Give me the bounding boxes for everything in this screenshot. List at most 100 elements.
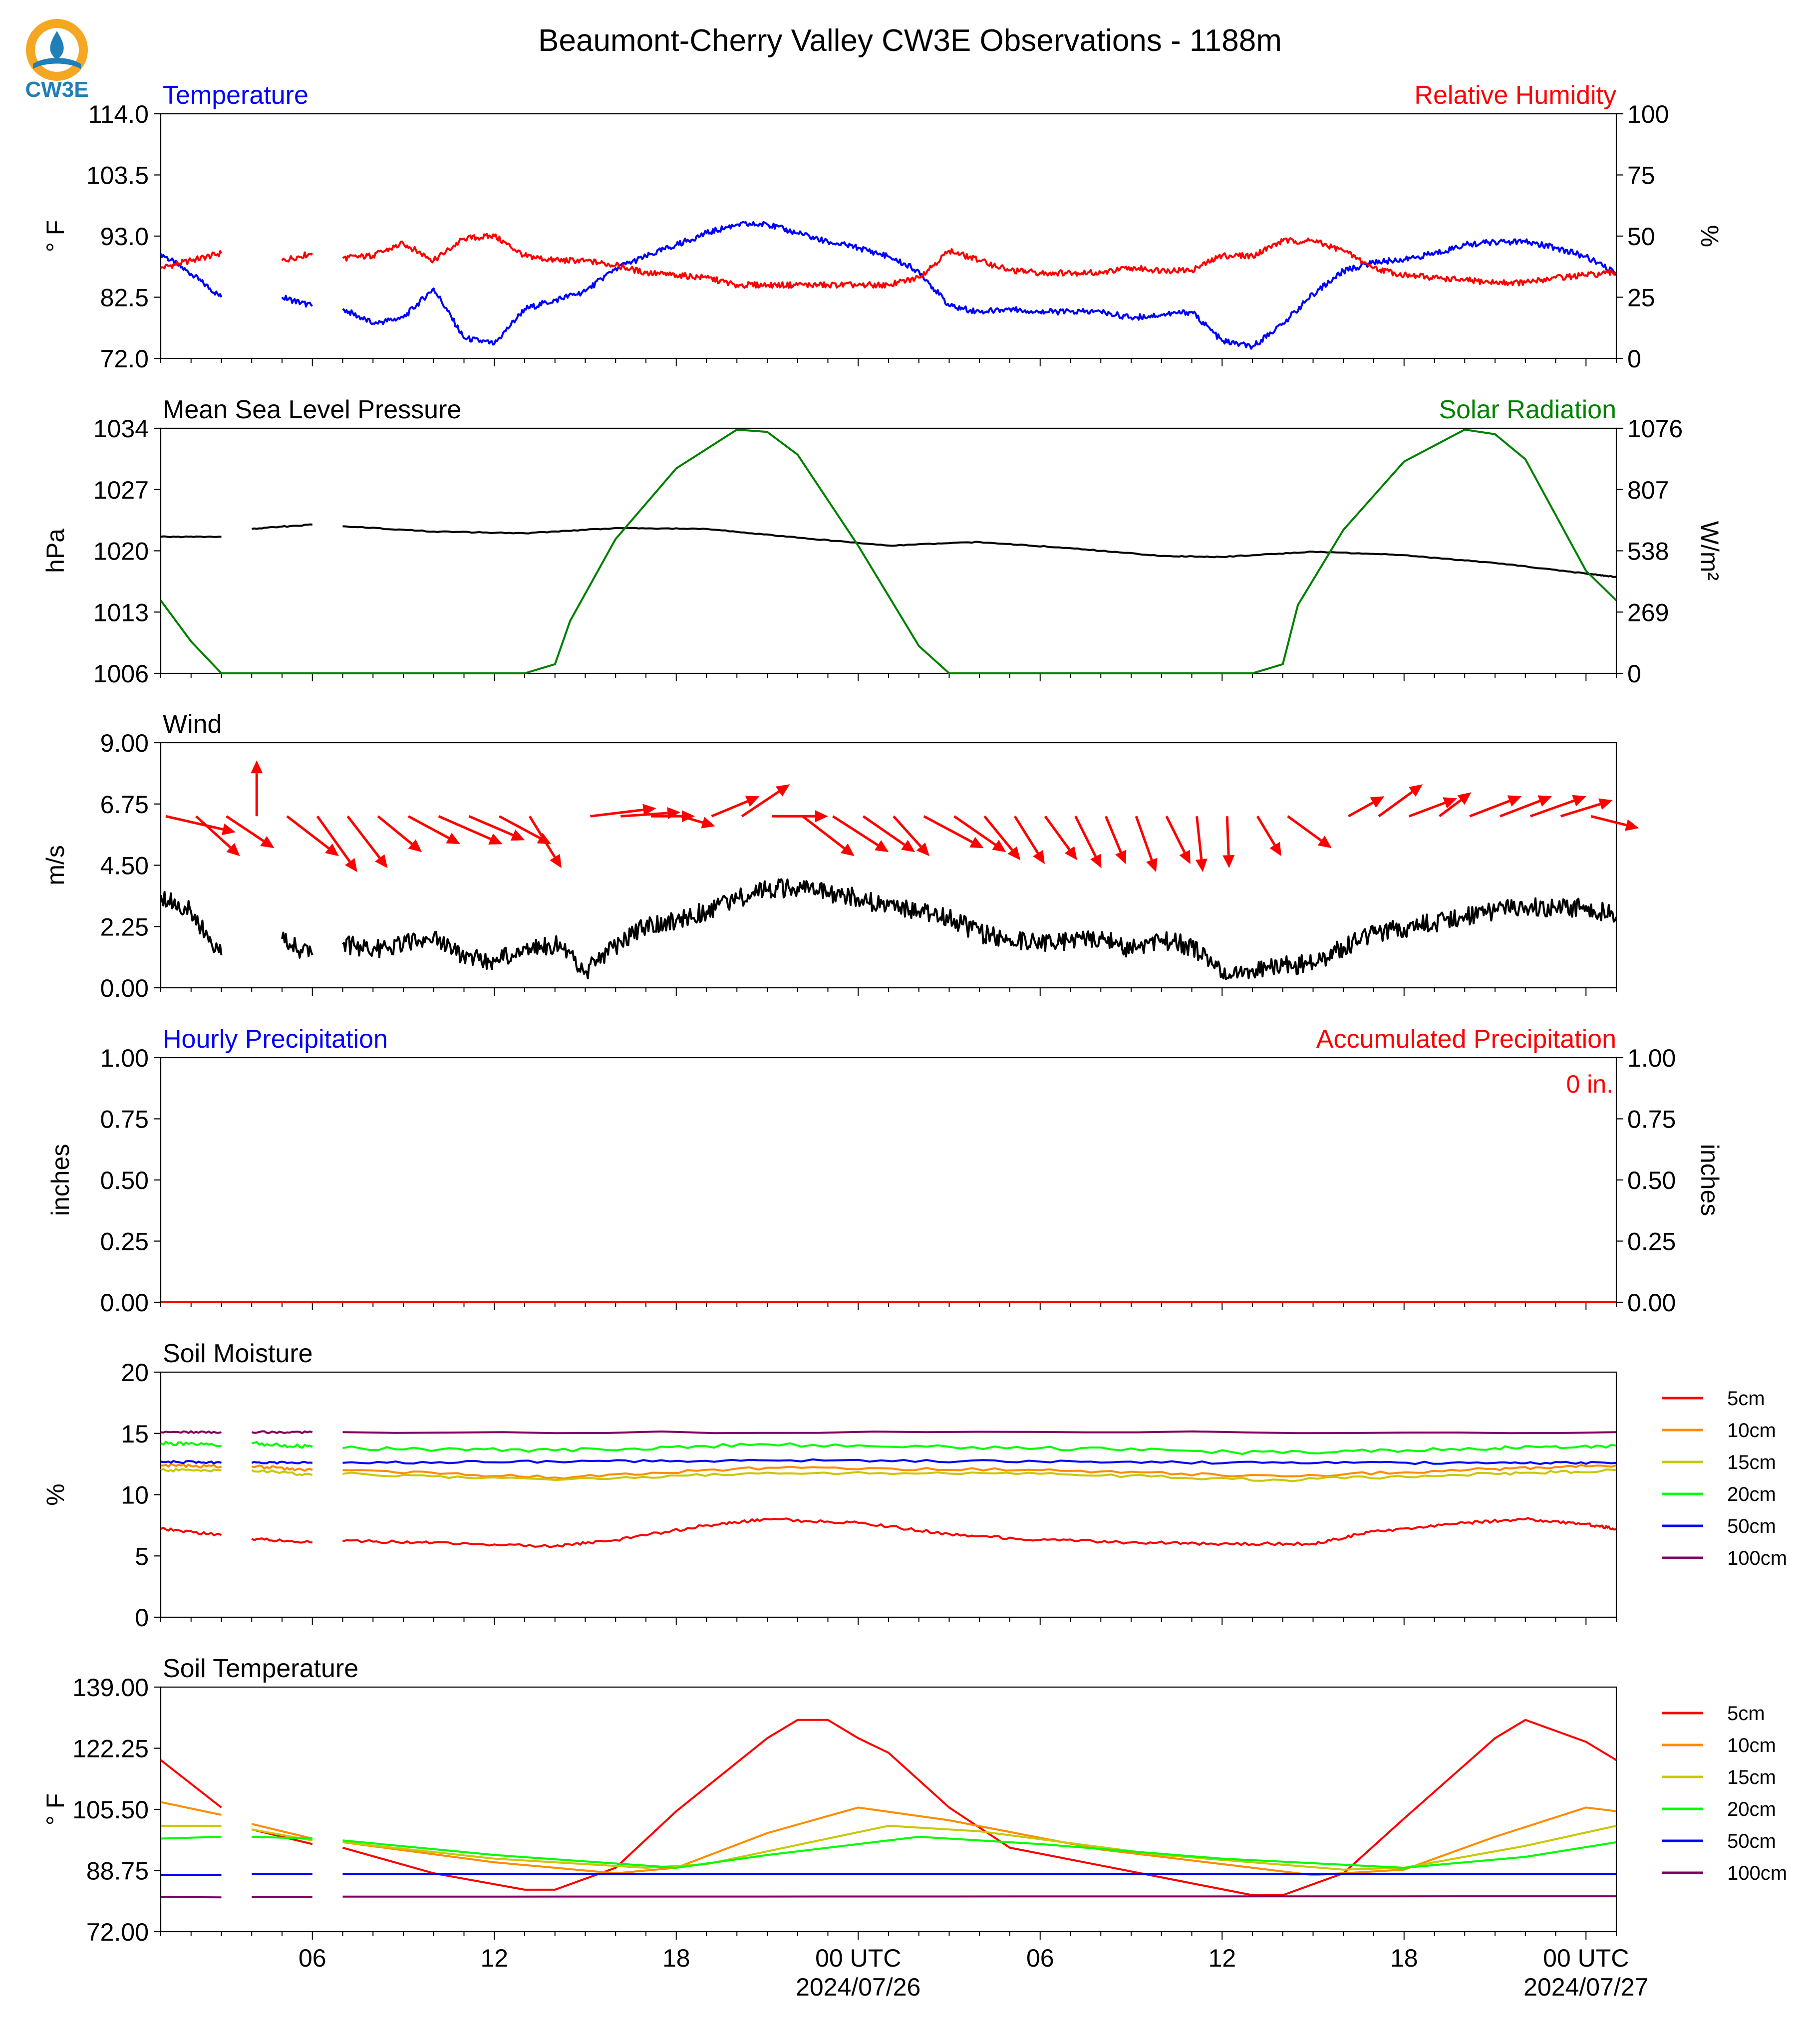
panel-wind: Wind 0.00 2.25 4.50 6.75 9.00 m/s — [41, 710, 1639, 1002]
y2-tick-label: 1076 — [1627, 415, 1683, 443]
legend-label: 20cm — [1727, 1483, 1776, 1505]
wind-arrow-head — [1195, 859, 1208, 872]
legend-label: 20cm — [1727, 1798, 1776, 1820]
wind-arrow-shaft — [832, 815, 879, 847]
chart-panels: Temperature Relative Humidity 72.0 82.5 93.0… — [41, 81, 1787, 1946]
wind-arrow-shaft — [1135, 816, 1153, 861]
wind-arrow — [862, 815, 915, 853]
wind-arrow — [226, 815, 275, 849]
y2-tick-label: 538 — [1627, 538, 1669, 566]
y-axis-label: ° F — [41, 1793, 69, 1825]
wind-arrow-head — [815, 810, 828, 823]
wind-arrow-head — [1115, 850, 1127, 865]
wind-arrow-shaft — [681, 815, 703, 824]
wind-arrow — [1074, 816, 1102, 869]
legend-label: 5cm — [1727, 1388, 1765, 1410]
wind-arrow-head — [969, 837, 984, 849]
wind-arrow-shaft — [1225, 816, 1230, 856]
wind-arrow-head — [344, 858, 357, 872]
series-line — [160, 221, 1617, 350]
wind-arrow-shaft — [528, 815, 556, 858]
y-tick-label: 1034 — [93, 415, 149, 443]
y2-tick-label: 269 — [1627, 598, 1669, 626]
wind-arrow-head — [916, 842, 929, 857]
panel-title-left: Temperature — [163, 81, 308, 110]
wind-arrow-shaft — [1287, 815, 1322, 842]
wind-arrow — [438, 815, 503, 845]
wind-arrow-shaft — [1469, 800, 1510, 818]
wind-arrow-head — [1146, 858, 1158, 872]
wind-arrow-head — [1179, 850, 1191, 865]
y2-tick-label: 75 — [1627, 162, 1655, 190]
wind-arrow — [251, 760, 263, 817]
wind-arrow-head — [642, 804, 656, 816]
legend-label: 10cm — [1727, 1735, 1776, 1756]
y2-axis-label: inches — [1696, 1144, 1724, 1216]
wind-arrow-shaft — [1013, 815, 1039, 854]
wind-arrow-shaft — [893, 815, 922, 848]
panel-title-left: Hourly Precipitation — [163, 1025, 388, 1054]
y-tick-label: 1013 — [93, 598, 149, 626]
wind-arrow-shaft — [711, 800, 748, 818]
wind-arrow-head — [1507, 795, 1522, 807]
wind-arrow-head — [446, 833, 460, 845]
series-line — [160, 523, 1617, 579]
wind-arrow — [528, 815, 562, 869]
wind-arrow — [772, 810, 828, 823]
wind-arrow-head — [488, 833, 503, 845]
series-line-50cm — [160, 1458, 1617, 1465]
y-tick-label: 2.25 — [100, 913, 149, 941]
series-line-5cm — [160, 1517, 1617, 1548]
wind-arrow-shaft — [377, 815, 413, 845]
wind-arrow-head — [510, 830, 525, 841]
legend-label: 10cm — [1727, 1420, 1776, 1442]
wind-arrow-shaft — [468, 815, 514, 837]
y-tick-label: 4.50 — [100, 852, 149, 880]
y2-tick-label: 0.00 — [1627, 1289, 1676, 1317]
y-tick-label: 0.25 — [100, 1228, 149, 1256]
y-tick-label: 1027 — [93, 476, 149, 504]
wind-arrow-head — [775, 784, 790, 797]
wind-arrow-shaft — [923, 815, 973, 844]
legend-label: 50cm — [1727, 1515, 1776, 1537]
wind-arrow-shaft — [1378, 791, 1413, 818]
wind-arrow-head — [1408, 784, 1423, 797]
y2-tick-label: 0.50 — [1627, 1166, 1676, 1194]
x-tick-date-label: 2024/07/26 — [796, 1973, 920, 2001]
wind-arrow-shaft — [1256, 816, 1276, 846]
wind-arrow — [832, 815, 889, 853]
x-tick-label: 18 — [662, 1944, 690, 1972]
x-tick-label: 00 UTC — [815, 1944, 901, 1972]
y-tick-label: 0.50 — [100, 1166, 149, 1194]
y-tick-label: 0.00 — [100, 1289, 149, 1317]
wind-arrow-head — [1064, 846, 1077, 861]
y2-axis-label: % — [1696, 225, 1724, 247]
wind-arrow — [195, 815, 240, 857]
y-tick-label: 103.5 — [86, 162, 149, 190]
panel-soil_temperature: Soil Temperature 72.00 88.75 105.50 122.25 13… — [41, 1654, 1787, 1946]
wind-arrow — [1256, 816, 1281, 857]
wind-arrow — [802, 815, 855, 857]
wind-arrow — [1438, 792, 1472, 818]
wind-arrow — [346, 815, 388, 869]
y2-tick-label: 50 — [1627, 223, 1655, 251]
panel-title-right: Relative Humidity — [1414, 81, 1616, 110]
series-line-10cm — [160, 1463, 1617, 1480]
wind-arrow — [1469, 795, 1522, 818]
wind-arrow — [1044, 815, 1077, 861]
x-tick-date-label: 2024/07/27 — [1523, 1973, 1648, 2001]
y-tick-label: 20 — [121, 1359, 149, 1387]
wind-arrow-shaft — [1196, 816, 1203, 860]
panel-precip: Hourly Precipitation Accumulated Precipit… — [46, 1025, 1724, 1317]
series-line-15cm — [160, 1467, 1617, 1482]
y-axis-label: m/s — [41, 845, 69, 885]
wind-arrow-shaft — [1590, 815, 1627, 827]
wind-arrow-head — [701, 817, 715, 829]
wind-arrow-head — [226, 843, 240, 857]
y-tick-label: 88.75 — [86, 1857, 149, 1885]
wind-arrow-shaft — [226, 815, 265, 842]
wind-arrow-head — [1598, 798, 1613, 810]
wind-arrow-head — [1090, 854, 1102, 869]
y-tick-label: 9.00 — [100, 729, 149, 757]
